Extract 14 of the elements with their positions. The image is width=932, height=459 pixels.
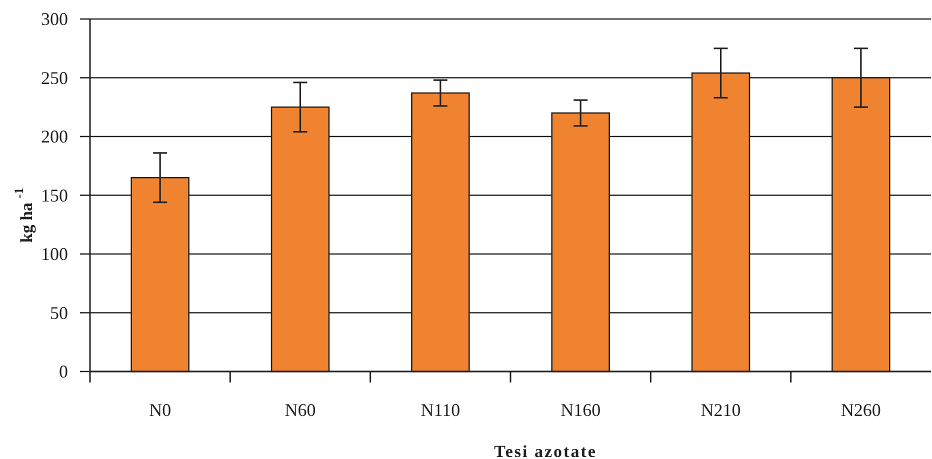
x-tick-label: N110: [420, 400, 460, 420]
y-tick-label: 300: [41, 9, 68, 29]
y-tick-label: 50: [50, 302, 68, 323]
x-tick-label: N0: [149, 400, 172, 420]
y-tick-label: 200: [41, 126, 68, 146]
y-tick-label: 250: [41, 68, 68, 88]
y-tick-label: 0: [59, 362, 68, 382]
x-tick-label: N60: [284, 400, 316, 420]
x-tick-label: N210: [700, 400, 741, 420]
y-tick-label: 100: [41, 244, 68, 264]
x-axis-title: Tesi azotate: [494, 442, 597, 459]
x-tick-label: N160: [560, 400, 601, 420]
x-tick-label: N260: [840, 400, 881, 420]
y-tick-label: 150: [41, 185, 68, 206]
